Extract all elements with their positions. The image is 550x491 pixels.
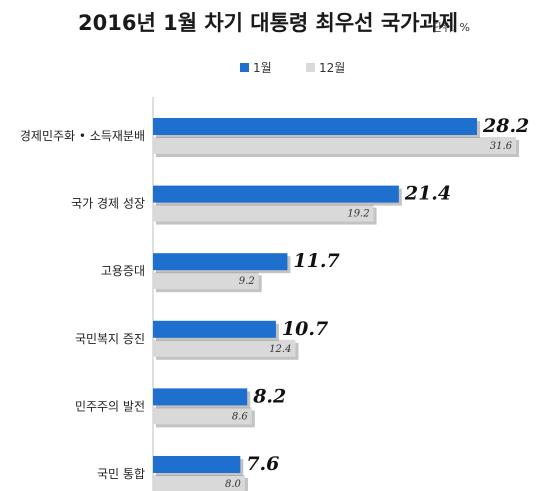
legend-swatch-dec [306,63,315,72]
category-label-2: 고용증대 [101,264,145,278]
bar-jan-0 [153,118,477,135]
value-label-jan-3: 10.7 [282,318,328,340]
legend-label-jan: 1월 [253,61,272,75]
bar-dec-4 [153,407,252,425]
value-label-jan-4: 8.2 [252,385,286,407]
category-label-0: 경제민주화 • 소득재분배 [20,129,145,143]
value-label-dec-5: 8.0 [225,479,242,490]
value-label-dec-3: 12.4 [269,344,291,355]
bar-dec-5 [153,475,245,491]
chart-legend: 1월 12월 [240,61,345,75]
chart-title: 2016년 1월 차기 대통령 최우선 국가과제 [78,11,458,35]
bar-dec-1 [153,204,374,222]
chart-unit-label: 단위: % [432,21,470,34]
value-label-dec-4: 8.6 [232,411,249,422]
value-label-jan-5: 7.6 [246,453,279,475]
bar-jan-5 [153,456,241,473]
bar-dec-3 [153,339,296,357]
value-label-jan-2: 11.7 [293,250,339,272]
category-label-1: 국가 경제 성장 [71,197,145,211]
bar-dec-0 [153,137,517,154]
value-label-dec-1: 19.2 [347,209,369,220]
bar-jan-3 [153,320,276,338]
bar-jan-2 [153,253,288,271]
value-label-dec-0: 31.6 [490,141,513,152]
value-label-jan-0: 28.2 [482,115,529,137]
bar-jan-4 [153,388,248,406]
legend-label-dec: 12월 [319,61,345,75]
value-label-dec-2: 9.2 [239,276,255,287]
category-label-5: 국민 통합 [97,467,145,481]
bar-jan-1 [153,185,399,203]
plot-area: 경제민주화 • 소득재분배 28.2 31.6 국가 경제 성장 21.4 19.2 고용증… [20,115,529,491]
value-label-jan-1: 21.4 [404,183,451,205]
bar-dec-2 [153,272,259,290]
category-label-4: 민주주의 발전 [75,399,145,413]
legend-swatch-jan [240,63,249,72]
category-label-3: 국민복지 증진 [75,332,145,346]
